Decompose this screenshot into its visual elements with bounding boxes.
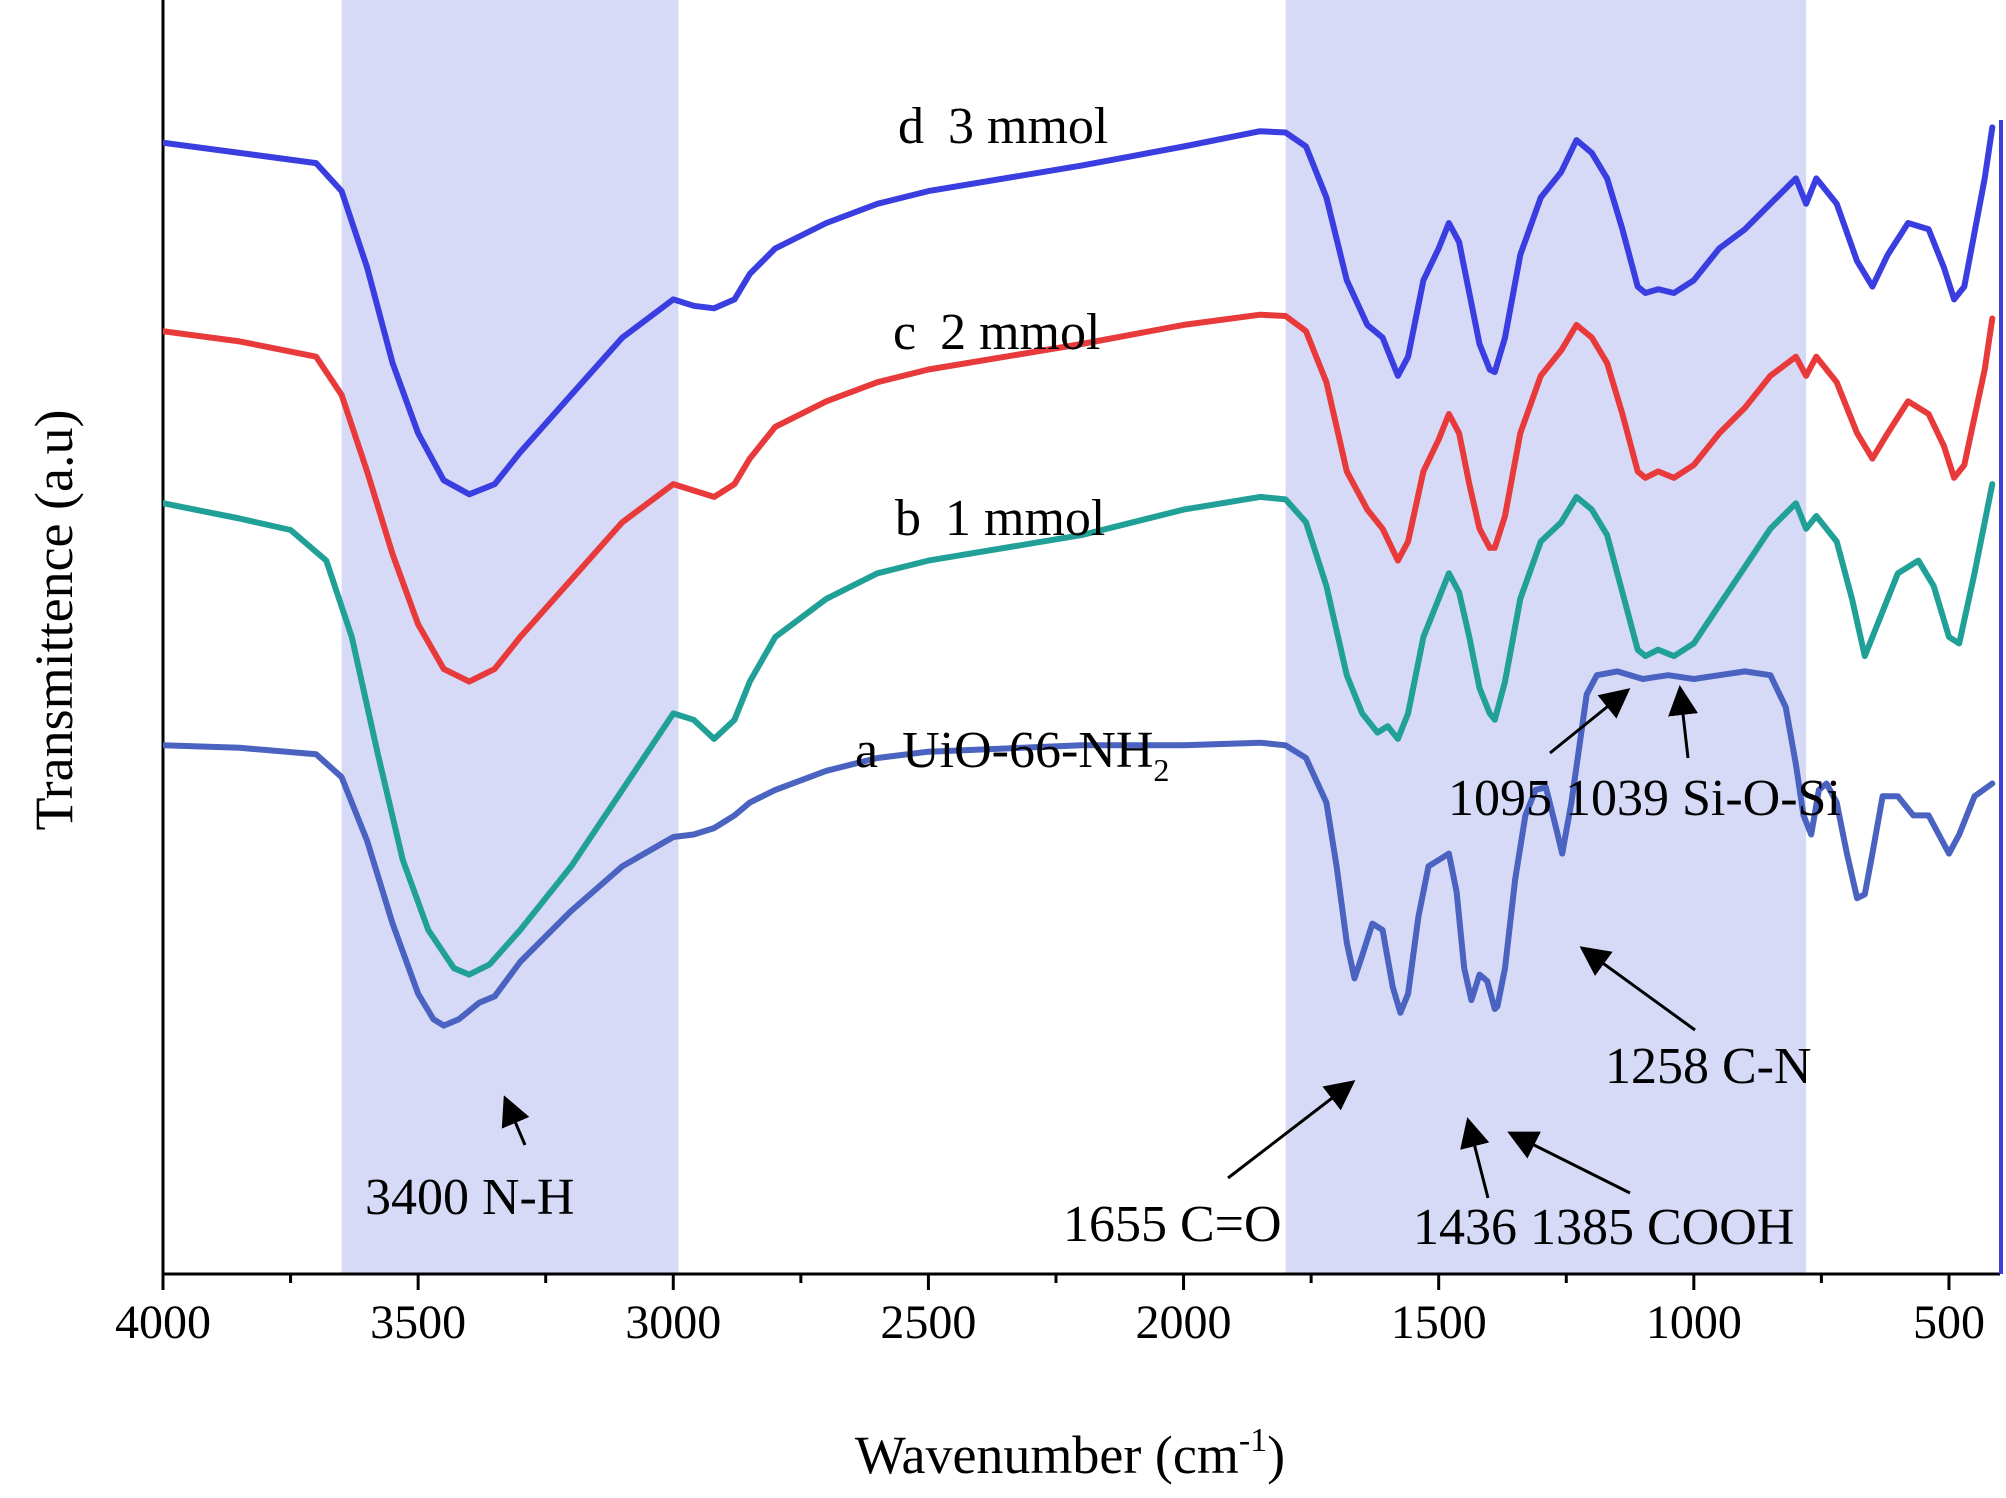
series-label-c-main: 2 mmol <box>940 304 1100 361</box>
series-line-c <box>163 311 1996 685</box>
x-tick-label-3000: 3000 <box>625 1296 721 1349</box>
annotation-cooh-arrow-1385 <box>1507 1131 1631 1195</box>
shaded-region-2 <box>1285 0 1807 1274</box>
x-tick-label-2500: 2500 <box>880 1296 976 1349</box>
series-label-a-sub: 2 <box>1153 752 1169 788</box>
series-lines <box>163 124 1996 1029</box>
x-tick-label-2000: 2000 <box>1136 1296 1232 1349</box>
x-tick-label-3500: 3500 <box>370 1296 466 1349</box>
series-label-c: c 2 mmol <box>893 304 1100 361</box>
x-axis-title: Wavenumber (cm-1) <box>855 1422 1285 1485</box>
annotation-nh: 3400 N-H <box>365 1169 574 1226</box>
series-label-a-prefix: a <box>855 722 878 779</box>
x-axis-title-sup: -1 <box>1239 1422 1267 1459</box>
series-line-d <box>163 124 1996 498</box>
series-label-b-main: 1 mmol <box>945 490 1105 547</box>
series-label-d-prefix: d <box>898 98 924 155</box>
x-axis-title-main: Wavenumber (cm <box>855 1425 1239 1485</box>
annotation-cn: 1258 C-N <box>1605 1038 1812 1095</box>
series-label-a-main: UiO-66-NH <box>902 722 1153 779</box>
series-label-b: b 1 mmol <box>895 490 1105 547</box>
series-label-a: a UiO-66-NH2 <box>855 722 1169 788</box>
annotation-co: 1655 C=O <box>1063 1196 1282 1253</box>
y-axis-title: Transmittence (a.u) <box>24 410 84 831</box>
x-axis-title-tail: ) <box>1267 1425 1285 1485</box>
x-axis-ticks: 4000 3500 3000 2500 2000 1500 1000 500 <box>115 1274 1985 1349</box>
x-tick-label-1500: 1500 <box>1391 1296 1487 1349</box>
series-line-b <box>163 481 1996 978</box>
series-label-c-prefix: c <box>893 304 916 361</box>
x-tick-label-500: 500 <box>1913 1296 1985 1349</box>
x-tick-label-1000: 1000 <box>1646 1296 1742 1349</box>
annotation-cooh-arrow-1436 <box>1460 1117 1490 1199</box>
annotation-co-arrow <box>1227 1080 1356 1180</box>
series-label-d-main: 3 mmol <box>948 98 1108 155</box>
series-label-b-prefix: b <box>895 490 921 547</box>
annotation-nh-arrow <box>501 1095 530 1146</box>
x-tick-label-4000: 4000 <box>115 1296 211 1349</box>
shaded-region-1 <box>341 0 679 1274</box>
annotation-sio-arrow-1039 <box>1668 685 1698 759</box>
series-label-d: d 3 mmol <box>898 98 1108 155</box>
shaded-regions <box>341 0 1807 1274</box>
annotation-cooh: 1436 1385 COOH <box>1413 1199 1794 1256</box>
series-line-a <box>163 668 1996 1029</box>
annotation-sio: 1095 1039 Si-O-Si <box>1448 770 1841 827</box>
annotation-cn-arrow <box>1579 946 1696 1032</box>
annotation-sio-arrow-1095 <box>1549 688 1631 755</box>
